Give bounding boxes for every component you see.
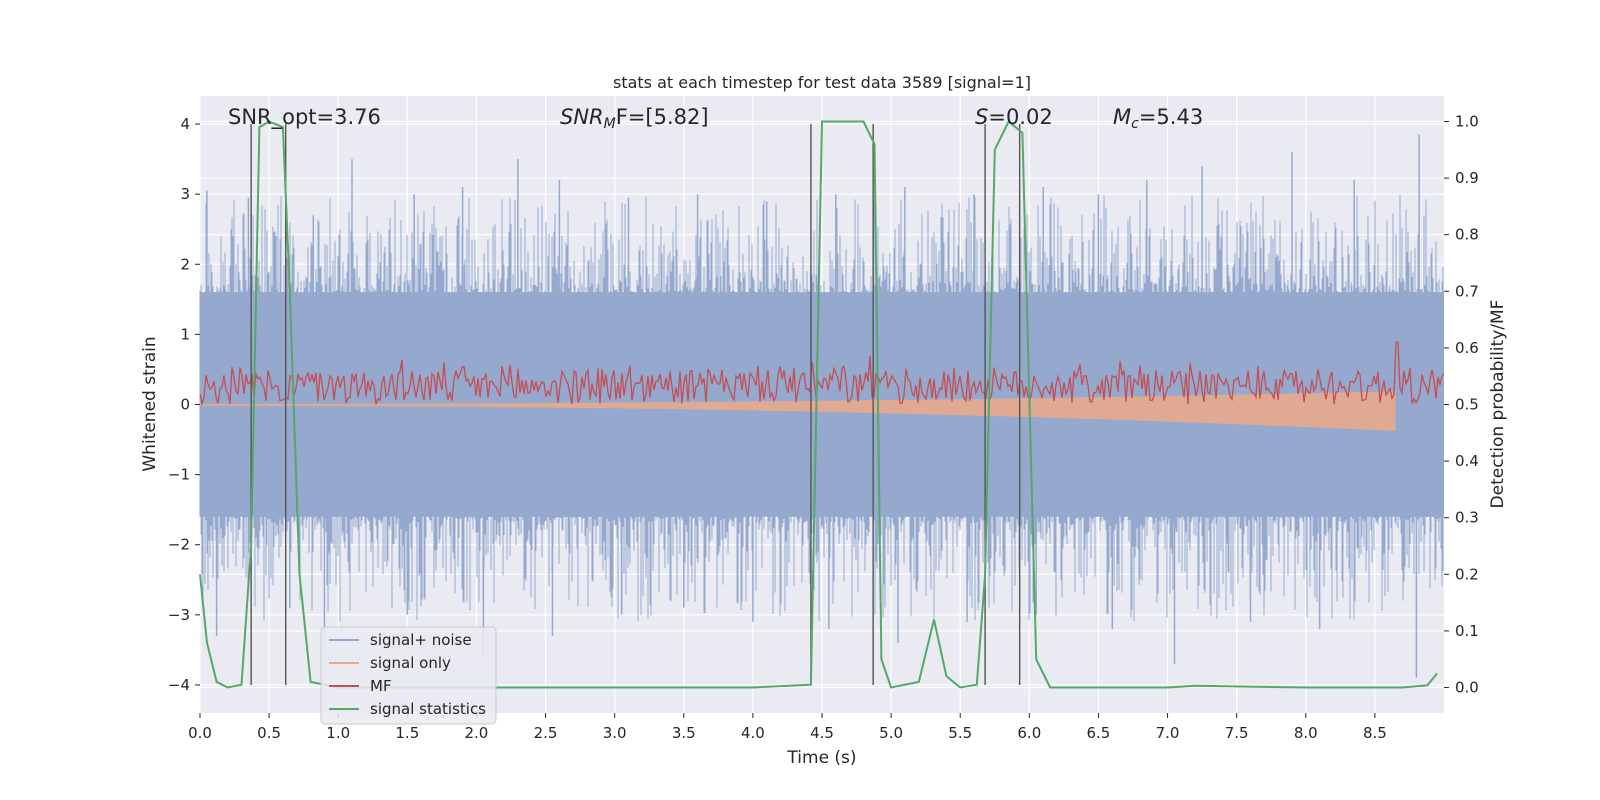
y-tick-label: 3 <box>180 185 190 203</box>
y2-tick-label: 0.3 <box>1455 509 1479 527</box>
annotation-snr-mf-main: SNR <box>560 105 604 129</box>
x-tick-label: 7.0 <box>1156 724 1180 742</box>
chart-title: stats at each timestep for test data 358… <box>613 73 1031 92</box>
x-tick-label: 1.0 <box>326 724 350 742</box>
y2-tick-label: 0.4 <box>1455 452 1479 470</box>
x-tick-label: 2.0 <box>465 724 489 742</box>
annotation-mc-rest: =5.43 <box>1139 105 1203 129</box>
legend-label-signal-only: signal only <box>370 654 451 672</box>
y-tick-label: −2 <box>168 536 190 554</box>
legend-label-signal-noise: signal+ noise <box>370 631 472 649</box>
legend-box <box>320 626 497 725</box>
y2-tick-label: 0.0 <box>1455 679 1479 697</box>
y2-tick-label: 0.9 <box>1455 169 1479 187</box>
y2-tick-label: 0.6 <box>1455 339 1479 357</box>
annotation-s: S=0.02 <box>975 105 1053 129</box>
x-tick-label: 8.5 <box>1363 724 1387 742</box>
y2-axis-ticks: 1.0 0.9 0.8 0.7 0.6 0.5 0.4 0.3 0.2 0.1 0.0 <box>1444 112 1479 697</box>
annotation-s-main: S <box>975 105 988 129</box>
annotation-snr-mf-sub: M <box>604 116 616 132</box>
x-tick-label: 5.5 <box>948 724 972 742</box>
x-tick-label: 4.0 <box>741 724 765 742</box>
y-tick-label: 1 <box>180 325 190 343</box>
y-tick-label: 2 <box>180 255 190 273</box>
y2-tick-label: 0.1 <box>1455 622 1479 640</box>
annotation-snr-opt: SNR_opt=3.76 <box>228 105 381 130</box>
series-signal-only <box>200 391 1396 431</box>
legend-label-signal-statistics: signal statistics <box>370 700 486 718</box>
legend-label-mf: MF <box>370 677 392 695</box>
y-axis-label: Whitened strain <box>140 336 160 471</box>
y2-tick-label: 0.5 <box>1455 396 1479 414</box>
y2-tick-label: 1.0 <box>1455 112 1479 130</box>
y-axis-ticks: 4 3 2 1 0 −1 −2 −3 −4 <box>168 115 200 694</box>
annotation-s-rest: =0.02 <box>988 105 1052 129</box>
y-tick-label: 0 <box>180 396 190 414</box>
y2-axis-label: Detection probability/MF <box>1488 300 1508 509</box>
y2-tick-label: 0.7 <box>1455 282 1479 300</box>
legend: signal+ noise signal only MF signal stat… <box>320 626 497 725</box>
y-tick-label: −1 <box>168 466 190 484</box>
y2-tick-label: 0.8 <box>1455 226 1479 244</box>
annotation-mc: Mc=5.43 <box>1113 105 1203 132</box>
plot-content <box>199 119 1445 689</box>
x-tick-label: 6.0 <box>1017 724 1041 742</box>
annotation-snr-mf: SNRMF=[5.82] <box>560 105 709 132</box>
y-tick-label: −4 <box>168 676 190 694</box>
x-axis-ticks: 0.0 0.5 1.0 1.5 2.0 2.5 3.0 3.5 4.0 4.5 5.0 5.5 6.0 6… <box>188 713 1387 742</box>
series-mf <box>199 341 1445 407</box>
x-tick-label: 2.5 <box>534 724 558 742</box>
x-tick-label: 1.5 <box>395 724 419 742</box>
x-tick-label: 0.5 <box>257 724 281 742</box>
series-signal-statistics <box>199 119 1438 689</box>
x-tick-label: 8.0 <box>1294 724 1318 742</box>
annotation-mc-sub: c <box>1131 116 1139 132</box>
x-tick-label: 6.5 <box>1087 724 1111 742</box>
signal-noise-peaks <box>206 134 1420 678</box>
x-tick-label: 3.5 <box>672 724 696 742</box>
x-tick-label: 4.5 <box>810 724 834 742</box>
y2-tick-label: 0.2 <box>1455 565 1479 583</box>
annotation-mc-main: M <box>1113 105 1131 129</box>
x-tick-label: 3.0 <box>603 724 627 742</box>
x-tick-label: 5.0 <box>879 724 903 742</box>
x-tick-label: 7.5 <box>1225 724 1249 742</box>
annotation-snr-mf-rest: F=[5.82] <box>616 105 709 129</box>
x-axis-label: Time (s) <box>786 748 856 768</box>
y-tick-label: −3 <box>168 606 190 624</box>
y-tick-label: 4 <box>180 115 190 133</box>
x-tick-label: 0.0 <box>188 724 212 742</box>
